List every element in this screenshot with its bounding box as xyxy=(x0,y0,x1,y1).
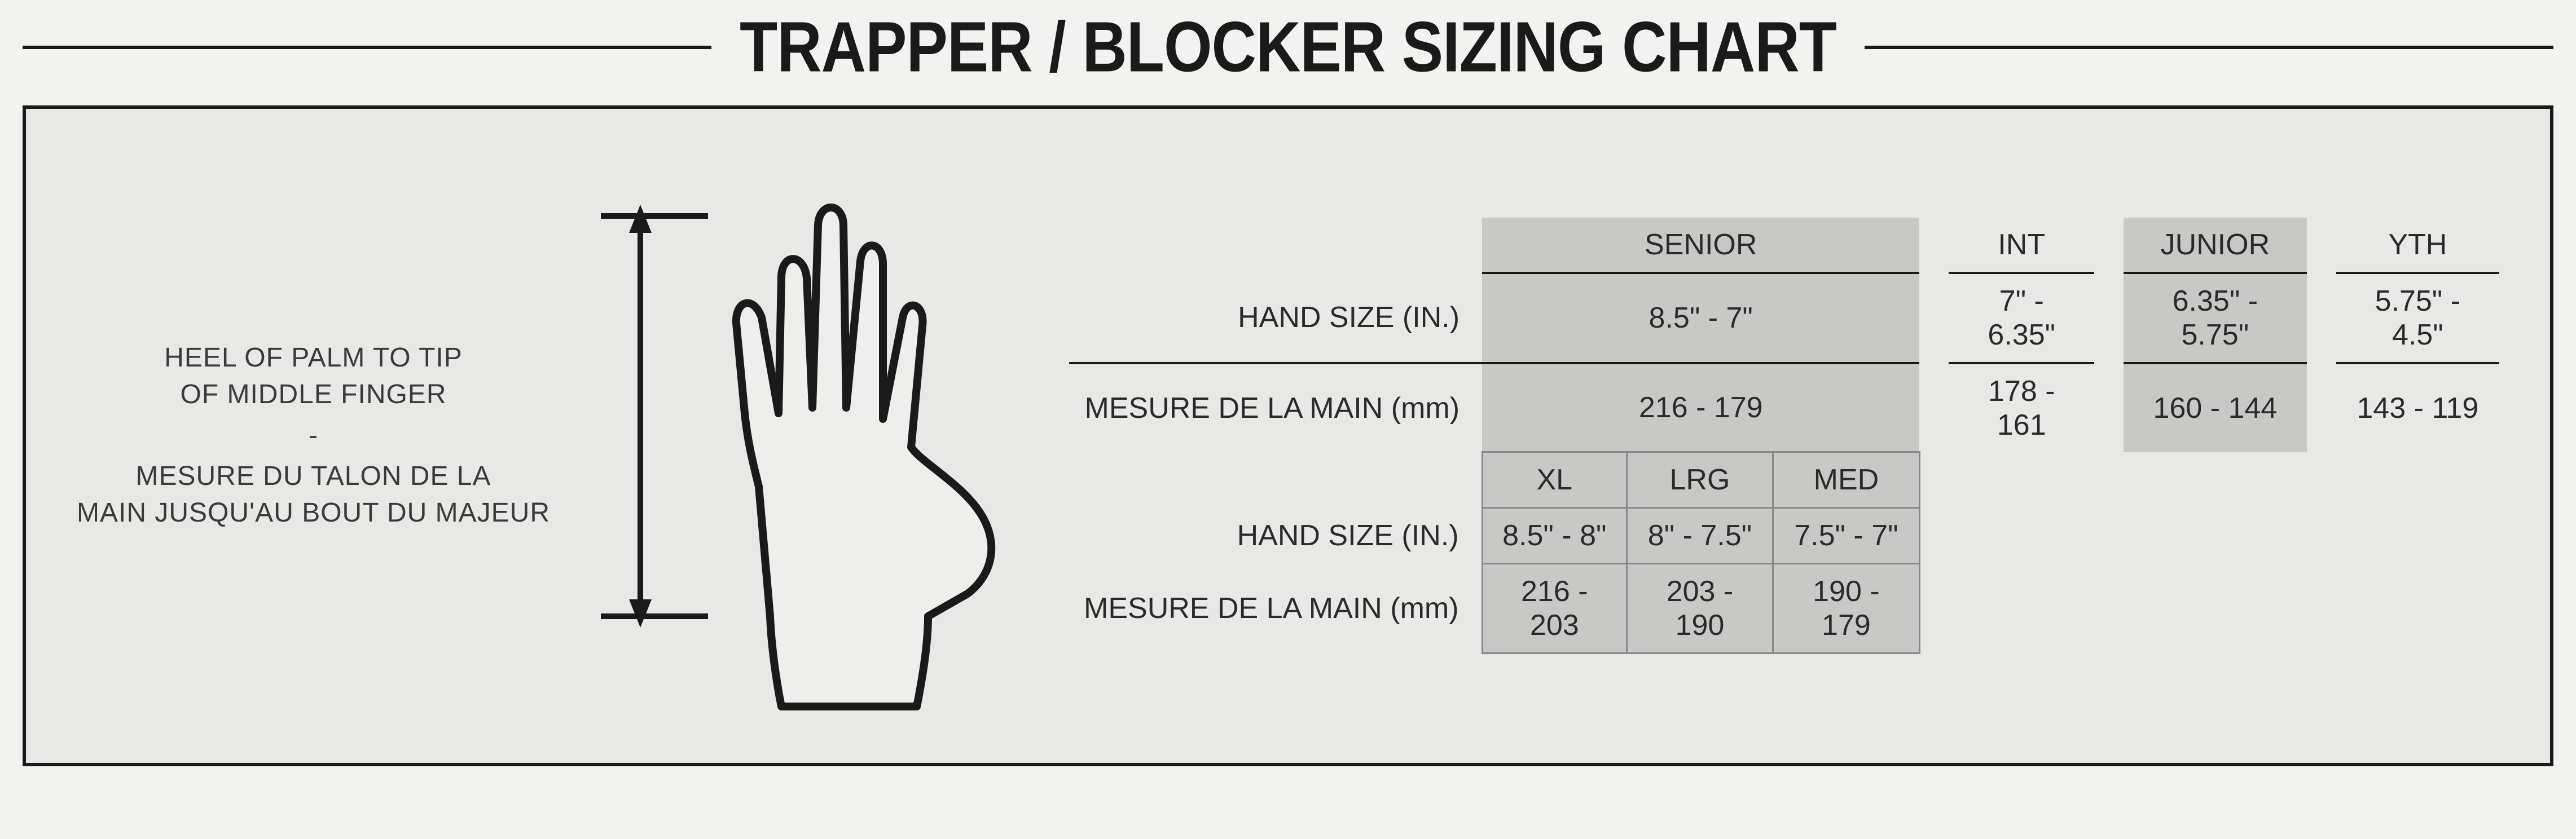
sizing-chart-page: TRAPPER / BLOCKER SIZING CHART HEEL OF P… xyxy=(0,0,2576,800)
cell-lrg-in: 8" - 7.5" xyxy=(1627,508,1773,564)
col-header-int: INT xyxy=(1949,218,2094,273)
table-row: MESURE DE LA MAIN (mm) 216 - 203 203 - 1… xyxy=(1069,564,2499,653)
col-header-yth: YTH xyxy=(2336,218,2499,273)
table-row: XL LRG MED xyxy=(1069,452,2499,508)
sizing-table: SENIOR INT JUNIOR YTH HAND SIZE (IN.) 8.… xyxy=(1069,218,2499,655)
row-label-hand-mm: MESURE DE LA MAIN (mm) xyxy=(1069,363,1482,452)
diagram-label-en-1: HEEL OF PALM TO TIP xyxy=(77,340,550,377)
sub-header-xl: XL xyxy=(1482,452,1627,508)
diagram-label-fr-2: MAIN JUSQU'AU BOUT DU MAJEUR xyxy=(77,495,550,532)
col-header-senior: SENIOR xyxy=(1482,218,1919,273)
sub-header-med: MED xyxy=(1773,452,1919,508)
cell-junior-mm: 160 - 144 xyxy=(2124,363,2307,452)
title-rule-left xyxy=(23,46,711,49)
table-cell-blank xyxy=(1069,452,1482,508)
cell-junior-in: 6.35" - 5.75" xyxy=(2124,273,2307,363)
row-label-hand-in: HAND SIZE (IN.) xyxy=(1069,273,1482,363)
table-row: SENIOR INT JUNIOR YTH xyxy=(1069,218,2499,273)
row-label-hand-in-2: HAND SIZE (IN.) xyxy=(1069,508,1482,564)
cell-med-in: 7.5" - 7" xyxy=(1773,508,1919,564)
cell-senior-mm: 216 - 179 xyxy=(1482,363,1919,452)
table-row: HAND SIZE (IN.) 8.5" - 7" 7" - 6.35" 6.3… xyxy=(1069,273,2499,363)
diagram-label-fr-1: MESURE DU TALON DE LA xyxy=(77,458,550,495)
cell-yth-in: 5.75" - 4.5" xyxy=(2336,273,2499,363)
diagram-label-en-2: OF MIDDLE FINGER xyxy=(77,377,550,413)
sub-header-lrg: LRG xyxy=(1627,452,1773,508)
cell-xl-in: 8.5" - 8" xyxy=(1482,508,1627,564)
cell-xl-mm: 216 - 203 xyxy=(1482,564,1627,653)
row-label-hand-mm-2: MESURE DE LA MAIN (mm) xyxy=(1069,564,1482,653)
chart-panel: HEEL OF PALM TO TIP OF MIDDLE FINGER - M… xyxy=(23,105,2553,766)
cell-int-in: 7" - 6.35" xyxy=(1949,273,2094,363)
table-row: MESURE DE LA MAIN (mm) 216 - 179 178 - 1… xyxy=(1069,363,2499,452)
sizing-data-table: SENIOR INT JUNIOR YTH HAND SIZE (IN.) 8.… xyxy=(1069,218,2499,655)
cell-int-mm: 178 - 161 xyxy=(1949,363,2094,452)
cell-lrg-mm: 203 - 190 xyxy=(1627,564,1773,653)
cell-yth-mm: 143 - 119 xyxy=(2336,363,2499,452)
table-row: HAND SIZE (IN.) 8.5" - 8" 8" - 7.5" 7.5"… xyxy=(1069,508,2499,564)
title-row: TRAPPER / BLOCKER SIZING CHART xyxy=(23,0,2553,105)
diagram-labels: HEEL OF PALM TO TIP OF MIDDLE FINGER - M… xyxy=(77,340,550,532)
hand-illustration xyxy=(584,148,1013,723)
col-header-junior: JUNIOR xyxy=(2124,218,2307,273)
cell-med-mm: 190 - 179 xyxy=(1773,564,1919,653)
hand-icon xyxy=(584,148,1013,723)
table-cell-blank xyxy=(1069,218,1482,273)
title-rule-right xyxy=(1865,46,2553,49)
cell-senior-in: 8.5" - 7" xyxy=(1482,273,1919,363)
page-title: TRAPPER / BLOCKER SIZING CHART xyxy=(740,6,1836,88)
diagram-label-separator: - xyxy=(77,418,550,454)
measurement-diagram: HEEL OF PALM TO TIP OF MIDDLE FINGER - M… xyxy=(77,148,1013,723)
